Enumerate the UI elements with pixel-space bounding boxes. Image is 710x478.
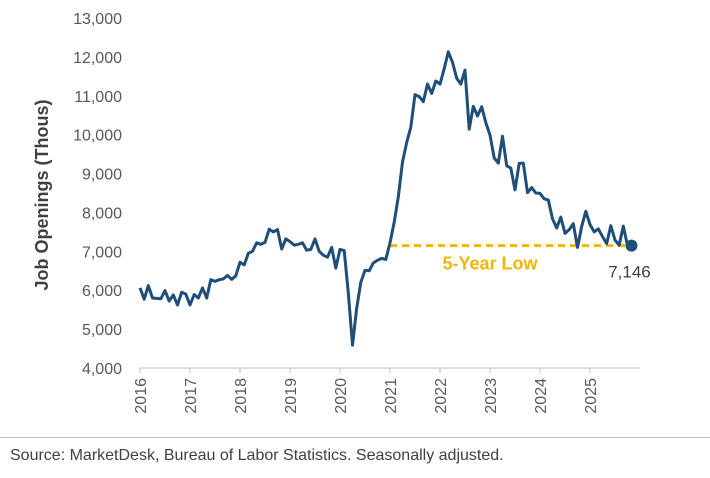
y-tick-label: 6,000 [82, 283, 122, 300]
x-tick-label: 2025 [583, 378, 600, 414]
x-tick-label: 2022 [433, 378, 450, 414]
job-openings-line [138, 50, 629, 347]
x-tick-label: 2019 [283, 378, 300, 414]
y-tick-label: 10,000 [73, 128, 122, 145]
x-tick-label: 2017 [183, 378, 200, 414]
y-tick-label: 7,000 [82, 244, 122, 261]
x-tick-label: 2018 [233, 378, 250, 414]
y-axis-title: Job Openings (Thous) [32, 100, 52, 291]
last-value-label: 7,146 [608, 263, 651, 282]
source-note: Source: MarketDesk, Bureau of Labor Stat… [10, 447, 504, 464]
source-divider [0, 437, 710, 438]
y-tick-label: 5,000 [82, 322, 122, 339]
x-tick-label: 2016 [133, 378, 150, 414]
last-value-marker [625, 239, 638, 252]
y-axis-ticks: 4,000 5,000 6,000 7,000 8,000 9,000 10,000 11,0… [73, 11, 122, 378]
x-axis-ticks: 2016 2017 2018 2019 2020 2021 2022 2023 2024 2025 [133, 368, 600, 414]
y-tick-label: 4,000 [82, 361, 122, 378]
y-tick-label: 12,000 [73, 50, 122, 67]
y-tick-label: 11,000 [74, 89, 122, 106]
job-openings-chart: 4,000 5,000 6,000 7,000 8,000 9,000 10,000 11,0… [32, 11, 651, 414]
x-tick-label: 2024 [533, 378, 550, 414]
x-tick-label: 2023 [483, 378, 500, 414]
y-tick-label: 13,000 [73, 11, 122, 28]
x-tick-label: 2020 [333, 378, 350, 414]
y-tick-label: 8,000 [82, 205, 122, 222]
x-tick-label: 2021 [383, 378, 400, 414]
five-year-low-label: 5-Year Low [442, 254, 538, 274]
y-tick-label: 9,000 [82, 167, 122, 184]
